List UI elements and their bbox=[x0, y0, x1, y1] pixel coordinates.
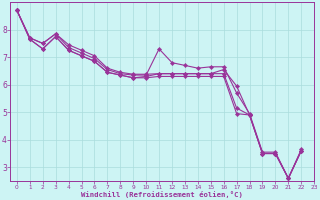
X-axis label: Windchill (Refroidissement éolien,°C): Windchill (Refroidissement éolien,°C) bbox=[81, 191, 243, 198]
